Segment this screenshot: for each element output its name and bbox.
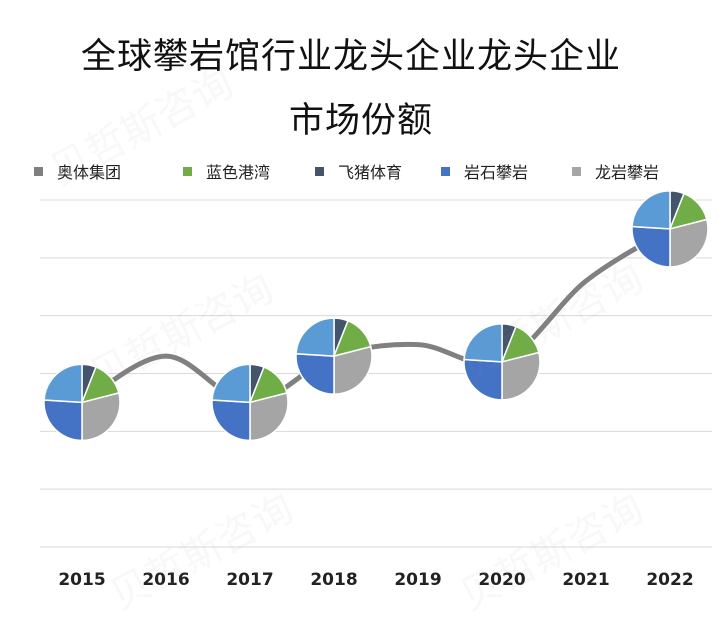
chart-title-line-2: 市场份额 xyxy=(288,101,433,141)
x-tick-label-2016: 2016 xyxy=(142,570,189,590)
legend-item-lansegangwan[interactable]: 蓝色港湾 xyxy=(183,159,270,183)
legend-label-lansegangwan: 蓝色港湾 xyxy=(206,163,271,182)
pie-slice-2015-2[interactable] xyxy=(81,392,121,442)
pie-2017[interactable] xyxy=(211,363,289,442)
pie-slice-2017-4[interactable] xyxy=(211,363,251,404)
pie-slice-2020-4[interactable] xyxy=(463,323,503,363)
pie-slice-2018-3[interactable] xyxy=(295,352,335,395)
pie-slice-2022-4[interactable] xyxy=(631,190,671,230)
legend-label-yanshi: 岩石攀岩 xyxy=(464,163,529,182)
pie-2020[interactable] xyxy=(463,323,541,401)
pie-slice-2017-3[interactable] xyxy=(211,399,251,442)
plot-area: 2015 2016 2017 2018 2019 2020 2021 2022 xyxy=(40,190,712,590)
legend-label-feizhu: 飞猪体育 xyxy=(338,163,403,182)
trend-line xyxy=(79,226,673,405)
legend-item-longyan[interactable]: 龙岩攀岩 xyxy=(572,159,659,183)
chart-title-line-1: 全球攀岩馆行业龙头企业龙头企业 xyxy=(80,37,621,77)
x-tick-label-2015: 2015 xyxy=(58,570,105,590)
legend-item-aoti[interactable]: 奥体集团 xyxy=(34,159,121,183)
pie-slice-2015-3[interactable] xyxy=(43,399,83,442)
pie-2015[interactable] xyxy=(43,363,121,442)
legend-item-feizhu[interactable]: 飞猪体育 xyxy=(315,159,402,183)
pie-slice-2020-2[interactable] xyxy=(501,351,541,401)
pie-slice-2017-2[interactable] xyxy=(249,392,289,442)
pie-slice-2018-2[interactable] xyxy=(333,345,373,395)
x-tick-label-2022: 2022 xyxy=(646,570,693,590)
x-axis-ticks: 2015 2016 2017 2018 2019 2020 2021 2022 xyxy=(58,570,693,590)
x-tick-label-2019: 2019 xyxy=(394,570,441,590)
x-tick-label-2018: 2018 xyxy=(310,570,357,590)
x-tick-label-2021: 2021 xyxy=(562,570,609,590)
legend-item-yanshi[interactable]: 岩石攀岩 xyxy=(441,159,528,183)
pie-2018[interactable] xyxy=(295,317,373,395)
pie-slice-2022-2[interactable] xyxy=(669,218,709,268)
legend-swatch-lansegangwan xyxy=(183,166,192,176)
legend-swatch-feizhu xyxy=(315,166,324,176)
pie-layer xyxy=(43,190,709,442)
legend: 奥体集团 蓝色港湾 飞猪体育 岩石攀岩 龙岩攀岩 xyxy=(0,159,722,183)
x-tick-label-2017: 2017 xyxy=(226,570,273,590)
chart-container: 全球攀岩馆行业龙头企业龙头企业 市场份额 奥体集团 蓝色港湾 飞猪体育 岩石攀岩… xyxy=(0,37,722,590)
legend-swatch-yanshi xyxy=(441,166,450,176)
pie-2022[interactable] xyxy=(631,190,709,268)
legend-label-longyan: 龙岩攀岩 xyxy=(595,163,660,182)
pie-slice-2022-3[interactable] xyxy=(631,225,671,268)
legend-swatch-longyan xyxy=(572,166,581,176)
pie-slice-2018-4[interactable] xyxy=(295,317,335,357)
legend-label-aoti: 奥体集团 xyxy=(57,163,122,182)
trend-line-layer xyxy=(79,226,673,405)
pie-slice-2020-3[interactable] xyxy=(463,358,503,401)
legend-swatch-aoti xyxy=(34,166,43,176)
pie-slice-2015-4[interactable] xyxy=(43,363,83,404)
gridlines xyxy=(40,199,712,548)
x-tick-label-2020: 2020 xyxy=(478,570,525,590)
